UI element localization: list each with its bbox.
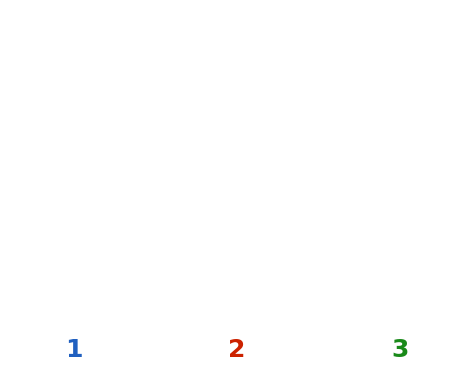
Text: 2: 2 — [228, 338, 246, 363]
Text: 3: 3 — [392, 338, 409, 363]
Text: 1: 1 — [65, 338, 82, 363]
